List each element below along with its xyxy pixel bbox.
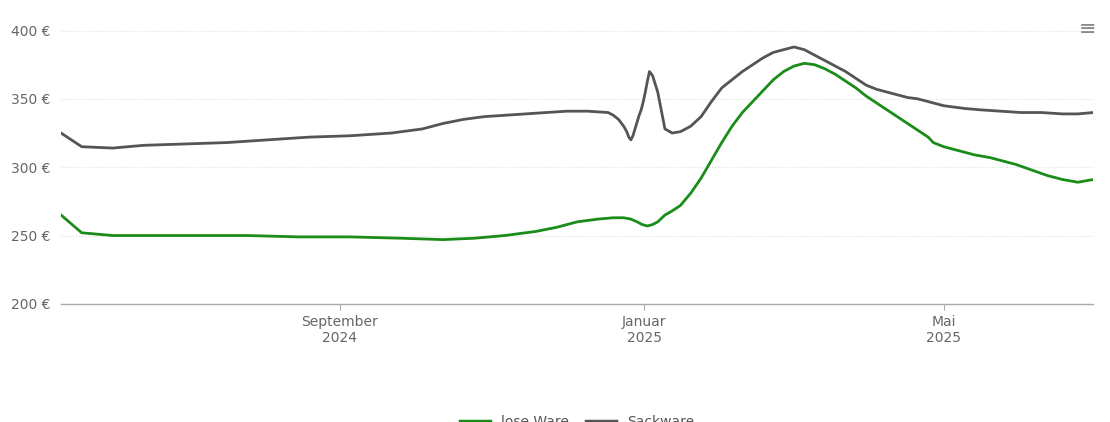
Text: ≡: ≡ xyxy=(1079,19,1097,39)
Legend: lose Ware, Sackware: lose Ware, Sackware xyxy=(454,409,700,422)
